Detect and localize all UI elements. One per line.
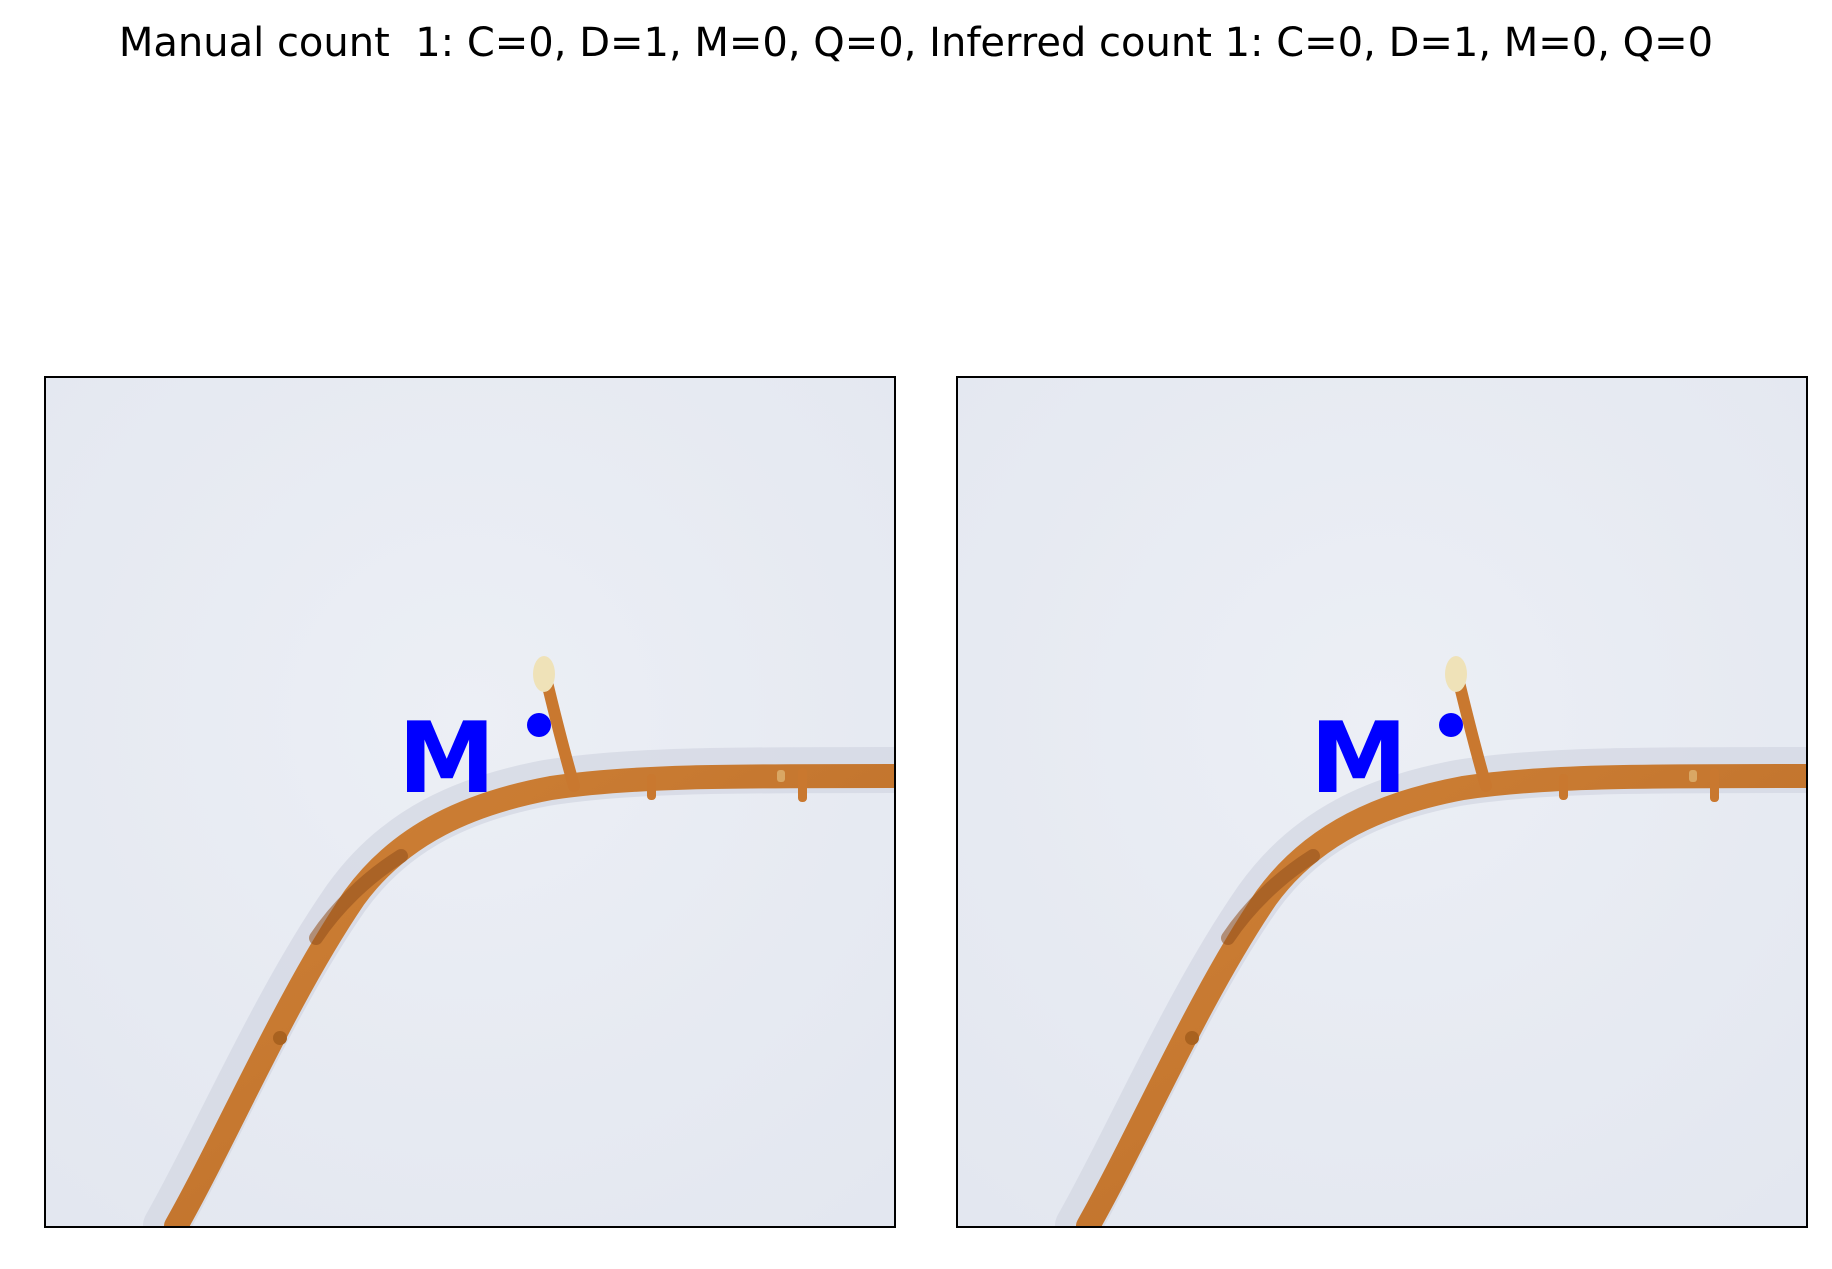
- root-bump: [1559, 774, 1568, 800]
- inferred-count-panel: M: [956, 376, 1808, 1228]
- root-dark-segment: [309, 849, 408, 945]
- root-bump: [777, 770, 785, 782]
- lateral-root-tip: [1445, 656, 1467, 692]
- annotation-letter: M: [398, 702, 496, 816]
- lateral-root-tip: [533, 656, 555, 692]
- figure-title: Manual count 1: C=0, D=1, M=0, Q=0, Infe…: [118, 20, 1714, 66]
- main-root: [164, 764, 894, 1226]
- root-bump: [647, 774, 656, 800]
- root-bump: [1710, 768, 1719, 802]
- annotation-letter: M: [1310, 702, 1408, 816]
- main-root: [1076, 764, 1806, 1226]
- root-dark-segment: [1221, 849, 1320, 945]
- root-node: [273, 1031, 287, 1045]
- manual-root-image: M: [46, 378, 894, 1226]
- lateral-root: [1452, 672, 1492, 792]
- annotation-dot: [527, 713, 551, 737]
- lateral-root: [540, 672, 580, 792]
- inferred-root-image: M: [958, 378, 1806, 1226]
- manual-count-panel: M: [44, 376, 896, 1228]
- annotation-dot: [1439, 713, 1463, 737]
- root-bump: [798, 768, 807, 802]
- root-bump: [1689, 770, 1697, 782]
- root-node: [1185, 1031, 1199, 1045]
